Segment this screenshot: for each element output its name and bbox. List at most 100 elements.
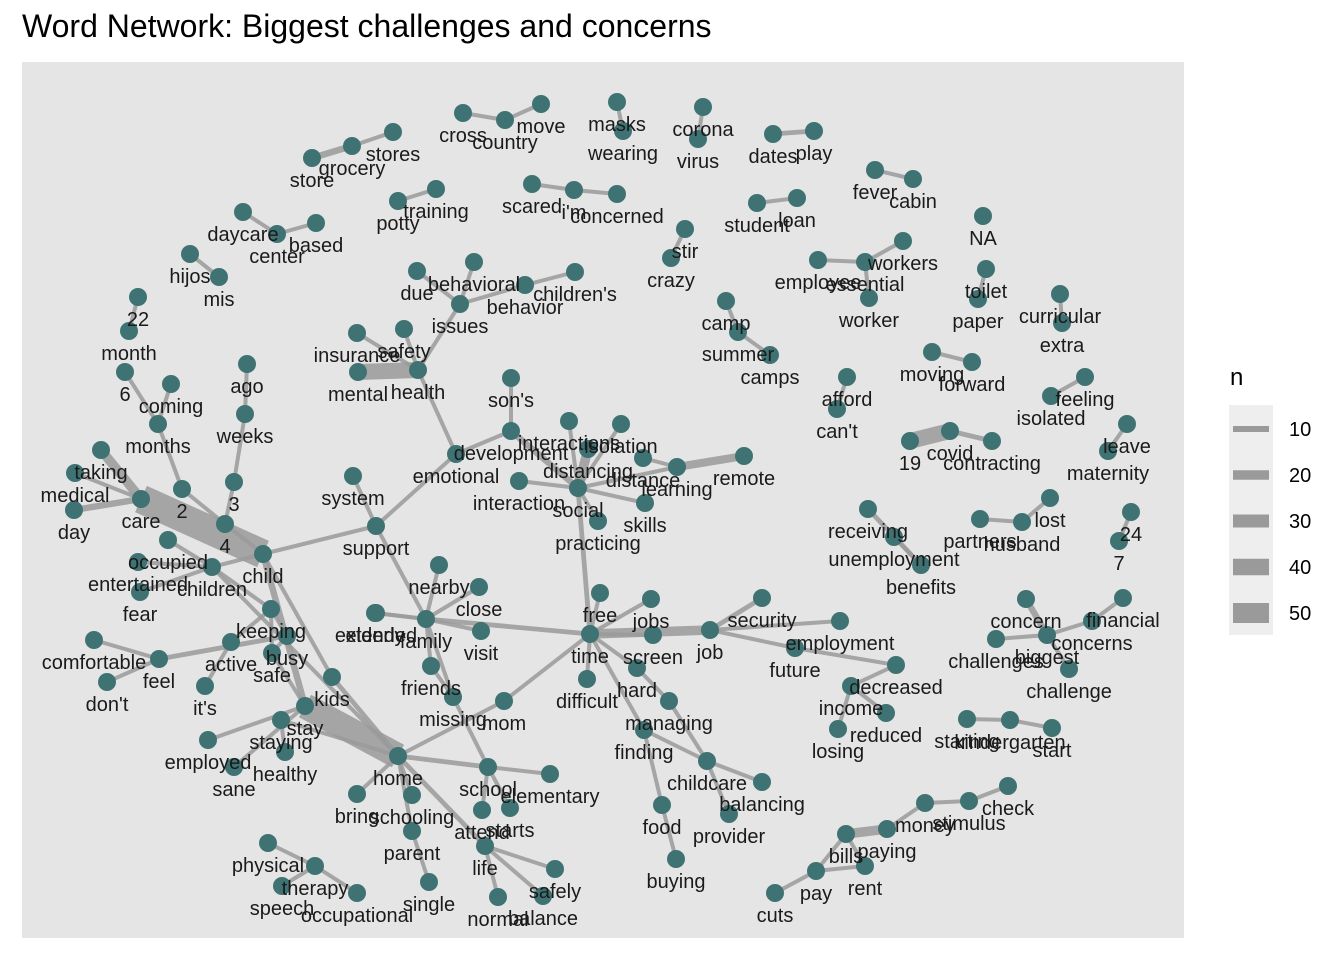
node-fear — [131, 583, 149, 601]
node-mis — [210, 268, 228, 286]
node-label-support: support — [343, 538, 410, 560]
legend-key-30 — [1233, 514, 1269, 528]
edge-managing-childcare — [667, 699, 709, 763]
node-fever — [866, 161, 884, 179]
node-label-move: move — [517, 116, 566, 138]
node-label-challenges: challenges — [948, 651, 1044, 673]
node-22 — [129, 288, 147, 306]
node-label-isolated: isolated — [1017, 408, 1086, 430]
node-label-distancing: distancing — [543, 461, 633, 483]
node-isolated — [1042, 387, 1060, 405]
edge-mom-home — [397, 699, 505, 758]
edge-security-job — [708, 595, 764, 633]
node-label-covid: covid — [927, 443, 974, 465]
edge-care-child — [135, 485, 269, 568]
legend-key-50 — [1233, 603, 1269, 623]
edge-time-mom — [502, 632, 592, 703]
node-label-crazy: crazy — [647, 270, 695, 292]
node-staying — [272, 711, 290, 729]
node-label-time: time — [571, 646, 609, 668]
node-label-19: 19 — [899, 453, 921, 475]
node-im — [565, 181, 583, 199]
node-label-money: money — [895, 815, 955, 837]
edge-future-decreased — [794, 646, 897, 667]
edge-family-support — [374, 525, 428, 620]
node-speech — [273, 877, 291, 895]
node-scared — [523, 175, 541, 193]
node-label-curricular: curricular — [1019, 306, 1102, 328]
node-label-daycare: daycare — [207, 224, 278, 246]
node-play — [805, 122, 823, 140]
node-sane — [225, 758, 243, 776]
node-label-month: month — [101, 343, 157, 365]
node-label-due: due — [400, 283, 433, 305]
node-label-remote: remote — [713, 468, 775, 490]
node-grocery — [343, 137, 361, 155]
node-daycare — [234, 203, 252, 221]
node-start — [1043, 719, 1061, 737]
edge-development-social — [508, 428, 581, 491]
node-remote — [735, 447, 753, 465]
node-paying — [878, 820, 896, 838]
node-label-feel: feel — [143, 671, 175, 693]
node-elderly — [366, 604, 384, 622]
node-label-cuts: cuts — [757, 905, 794, 927]
node-label-finding: finding — [615, 742, 674, 764]
node-health — [409, 361, 427, 379]
node-label-family: family — [400, 631, 452, 653]
edge-dont-feel — [106, 657, 160, 684]
node-label-employee: employee — [775, 272, 862, 294]
node-label-missing: missing — [419, 709, 487, 731]
node-label-busy: busy — [266, 648, 308, 670]
node-social — [569, 479, 587, 497]
node-label-elderly: elderly — [346, 625, 405, 647]
node-virus — [689, 130, 707, 148]
node-24 — [1122, 503, 1140, 521]
edge-childcare-balancing — [706, 759, 763, 784]
node-19 — [901, 432, 919, 450]
node-label-occupied: occupied — [128, 552, 208, 574]
node-therapy — [306, 857, 324, 875]
node-parent — [403, 822, 421, 840]
node-managing — [660, 692, 678, 710]
node-label-physical: physical — [232, 855, 304, 877]
edge-health-emotional — [416, 369, 458, 455]
node-label-attend: attend — [454, 822, 510, 844]
node-center — [268, 225, 286, 243]
node-label-NA: NA — [969, 228, 997, 250]
node-label-check: check — [982, 798, 1035, 820]
node-label-camp: camp — [702, 313, 751, 335]
node-extra — [1053, 314, 1071, 332]
node-school — [479, 758, 497, 776]
node-label-fear: fear — [123, 604, 158, 626]
legend-label-30: 30 — [1289, 511, 1311, 533]
node-label-3: 3 — [228, 494, 239, 516]
node-label-play: play — [796, 143, 833, 165]
node-label-4: 4 — [219, 536, 230, 558]
edge-job-future — [709, 628, 796, 650]
node-label-distance: distance — [606, 470, 681, 492]
node-distancing — [579, 440, 597, 458]
node-label-extended: extended — [335, 625, 417, 647]
node-toilet — [977, 260, 995, 278]
node-label-safely: safely — [529, 881, 581, 903]
node-label-feeling: feeling — [1056, 389, 1115, 411]
edge-day-care — [73, 495, 142, 514]
node-curricular — [1051, 285, 1069, 303]
node-maternity — [1099, 442, 1117, 460]
node-label-taking: taking — [74, 462, 127, 484]
node-label-learning: learning — [641, 479, 712, 501]
edge-finding-childcare — [643, 728, 708, 763]
edge-home-bring — [355, 754, 400, 796]
node-label-24: 24 — [1120, 524, 1142, 546]
node-feel — [150, 650, 168, 668]
legend: 10 20 30 40 50 — [1229, 405, 1311, 635]
node-label-start: start — [1033, 740, 1072, 762]
node-hard — [628, 659, 646, 677]
node-label-afford: afford — [822, 389, 873, 411]
edge-time-finding — [588, 633, 646, 731]
node-worker — [860, 289, 878, 307]
node-physical — [259, 834, 277, 852]
node-hijos — [181, 245, 199, 263]
